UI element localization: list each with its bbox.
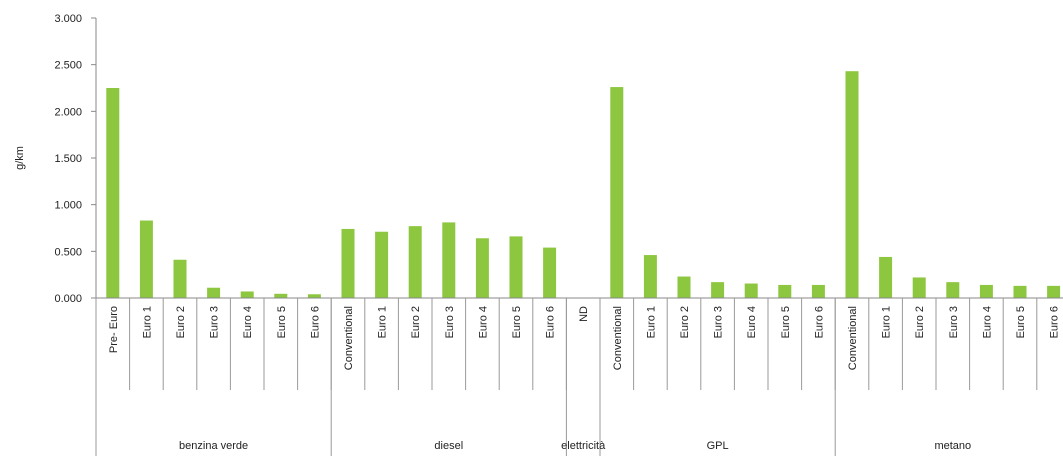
category-label: Euro 3 — [209, 306, 221, 338]
bar — [744, 283, 758, 298]
bar — [341, 228, 355, 298]
bar — [509, 236, 523, 298]
y-tick-label: 1.500 — [54, 153, 82, 165]
category-label: Euro 4 — [746, 306, 758, 338]
bar — [912, 277, 926, 298]
category-label: Euro 3 — [444, 306, 456, 338]
category-label: Euro 1 — [645, 306, 657, 338]
group-labels: benzina verde diesel elettricità GPL metano — [179, 440, 971, 452]
bar — [475, 238, 489, 298]
category-label: Euro 6 — [545, 306, 557, 338]
category-label: Euro 5 — [511, 306, 523, 338]
bar — [1047, 285, 1061, 298]
category-label: Euro 4 — [242, 306, 254, 338]
category-label: Conventional — [847, 306, 859, 370]
category-label: Euro 5 — [1015, 306, 1027, 338]
category-label: Euro 3 — [948, 306, 960, 338]
category-label: Euro 4 — [981, 306, 993, 338]
y-tick-label: 2.000 — [54, 106, 82, 118]
bar — [240, 291, 254, 298]
category-label: Euro 6 — [813, 306, 825, 338]
bar — [778, 284, 792, 298]
bar — [307, 294, 321, 298]
bar — [207, 287, 221, 298]
bar — [173, 259, 187, 298]
category-label: Euro 2 — [175, 306, 187, 338]
y-tick-label: 3.000 — [54, 13, 82, 25]
category-label: Euro 5 — [780, 306, 792, 338]
group-label: metano — [934, 440, 971, 452]
category-label: Conventional — [343, 306, 355, 370]
group-label: GPL — [707, 440, 729, 452]
category-label: Euro 1 — [377, 306, 389, 338]
y-tick-label: 2.500 — [54, 60, 82, 72]
bar — [139, 220, 153, 298]
bar — [979, 284, 993, 298]
category-label: Euro 2 — [914, 306, 926, 338]
y-tick-label: 0.500 — [54, 246, 82, 258]
category-label: Euro 3 — [713, 306, 725, 338]
bar — [677, 276, 691, 298]
bar — [375, 231, 389, 298]
bar — [643, 255, 657, 298]
bar — [408, 226, 422, 298]
category-label: Euro 1 — [141, 306, 153, 338]
bars — [106, 71, 1061, 298]
y-tick-label: 1.000 — [54, 200, 82, 212]
x-axis — [95, 297, 1063, 456]
category-label: Conventional — [612, 306, 624, 370]
y-axis-title: g/km — [14, 146, 26, 170]
bar — [879, 256, 893, 298]
y-axis-ticks: 0.000 0.500 1.000 1.500 2.000 2.500 3.000 — [54, 13, 97, 305]
category-label: Pre- Euro — [108, 306, 120, 353]
group-label: elettricità — [561, 440, 606, 452]
category-label: Euro 4 — [477, 306, 489, 338]
bar — [811, 284, 825, 298]
group-label: diesel — [434, 440, 463, 452]
category-label: Euro 2 — [410, 306, 422, 338]
bar — [106, 88, 120, 298]
bar — [946, 282, 960, 298]
bar — [610, 87, 624, 298]
bar — [543, 247, 557, 298]
category-label: Euro 5 — [276, 306, 288, 338]
y-tick-label: 0.000 — [54, 293, 82, 305]
group-label: benzina verde — [179, 440, 248, 452]
bar — [274, 293, 288, 298]
bar — [1013, 285, 1027, 298]
bar — [442, 222, 456, 298]
category-label: Euro 6 — [1049, 306, 1061, 338]
category-label: Euro 6 — [309, 306, 321, 338]
category-label: Euro 1 — [881, 306, 893, 338]
bar — [845, 71, 859, 298]
category-labels: Pre- Euro Euro 1 Euro 2 Euro 3 Euro 4 Euro 5 E… — [108, 306, 1061, 370]
category-label: ND — [578, 306, 590, 322]
bar — [711, 282, 725, 298]
category-label: Euro 2 — [679, 306, 691, 338]
